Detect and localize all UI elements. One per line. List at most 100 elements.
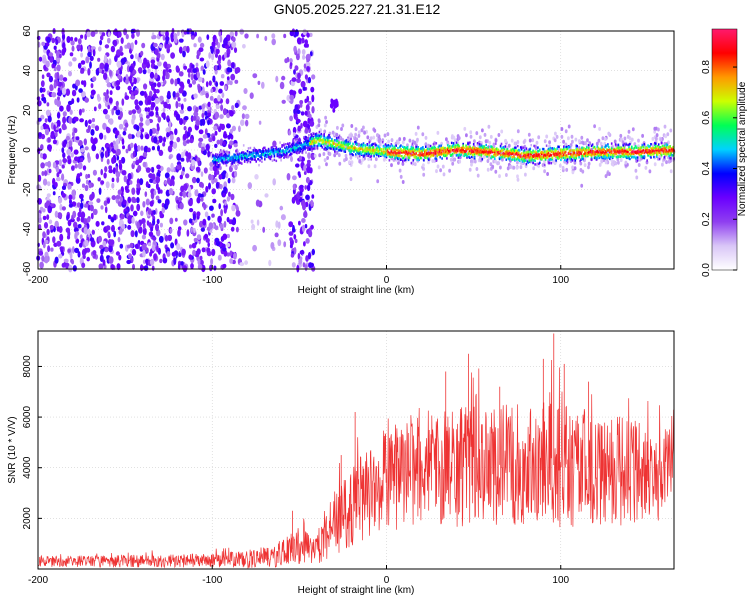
spectrogram-cell: [581, 150, 583, 153]
spectrogram-cell: [345, 141, 348, 144]
spectrogram-cell: [535, 156, 537, 159]
spectrogram-cell: [334, 150, 336, 153]
spectrogram-cell: [125, 74, 129, 80]
spectrogram-cell: [169, 228, 173, 234]
spectrogram-cell: [104, 166, 108, 173]
spectrogram-cell: [71, 259, 75, 265]
spectrogram-cell: [298, 141, 301, 145]
spectrogram-cell: [137, 144, 141, 152]
spectrogram-cell: [388, 159, 391, 162]
spectrogram-cell: [653, 155, 655, 159]
spectrogram-cell: [334, 143, 337, 146]
spectrogram-cell: [100, 180, 105, 185]
spectrogram-cell: [385, 154, 388, 157]
spectrogram-cell: [587, 165, 590, 170]
spectrogram-cell: [349, 155, 353, 160]
spectrogram-cell: [565, 159, 568, 162]
spectrogram-cell: [304, 224, 308, 229]
spectrogram-cell: [159, 258, 163, 264]
spectrogram-cell: [99, 62, 105, 70]
spectrogram-cell: [340, 149, 343, 152]
spectrogram-cell: [323, 136, 325, 140]
spectrogram-cell: [191, 30, 195, 36]
spectrogram-cell: [42, 231, 46, 239]
spectrogram-cell: [566, 154, 569, 158]
spectrogram-cell: [88, 119, 92, 124]
spectrogram-cell: [581, 157, 583, 160]
spectrogram-cell: [475, 131, 479, 136]
spectrogram-cell: [367, 148, 370, 151]
spectrogram-cell: [144, 107, 148, 112]
spectrogram-cell: [583, 154, 585, 158]
spectrogram-cell: [88, 201, 94, 206]
spectrogram-cell: [305, 104, 310, 112]
spectrogram-cell: [531, 155, 533, 158]
spectrogram-cell: [560, 152, 562, 155]
spectrogram-cell: [418, 150, 420, 153]
spectrogram-cell: [44, 128, 50, 136]
spectrogram-cell: [467, 146, 469, 149]
spectrogram-cell: [305, 53, 311, 60]
spectrogram-cell: [566, 158, 569, 161]
spectrogram-cell: [427, 160, 430, 165]
spectrogram-cell: [335, 132, 339, 137]
spectrogram-cell: [279, 141, 281, 144]
spectrogram-cell: [279, 81, 285, 90]
spectrogram-cell: [590, 153, 593, 157]
spectrogram-cell: [53, 124, 56, 132]
spectrogram-cell: [106, 89, 109, 96]
spectrogram-cell: [192, 249, 196, 256]
spectrogram-cell: [58, 253, 63, 259]
spectrogram-cell: [189, 244, 192, 249]
spectrogram-cell: [618, 147, 621, 150]
spectrogram-cell: [582, 158, 584, 161]
spectrogram-cell: [482, 151, 485, 154]
spectrogram-cell: [469, 130, 473, 135]
spectrogram-cell: [287, 147, 289, 151]
spectrogram-cell: [208, 173, 212, 181]
spectrogram-cell: [472, 146, 474, 149]
spectrogram-cell: [364, 147, 367, 150]
spectrogram-cell: [69, 52, 74, 57]
spectrogram-cell: [360, 147, 363, 150]
spectrogram-cell: [470, 159, 473, 164]
spectrogram-cell: [391, 147, 394, 150]
spectrogram-cell: [144, 92, 148, 99]
spectrogram-cell: [67, 155, 71, 160]
spectrogram-cell: [229, 128, 233, 134]
spectrogram-cell: [432, 143, 435, 146]
spectrogram-cell: [45, 60, 50, 68]
spectrogram-cell: [335, 139, 338, 143]
spectrogram-cell: [50, 247, 54, 252]
spectrogram-cell: [125, 78, 129, 85]
spectrogram-cell: [508, 158, 510, 161]
spectrogram-cell: [380, 149, 383, 153]
spectrogram-cell: [377, 146, 379, 150]
spectrogram-cell: [518, 156, 521, 160]
spectrogram-cell: [515, 146, 517, 149]
spectrogram-cell: [348, 146, 350, 149]
spectrogram-cell: [518, 158, 520, 161]
spectrogram-cell: [54, 131, 58, 138]
spectrogram-cell: [48, 146, 52, 152]
spectrogram-cell: [462, 144, 464, 147]
spectrogram-cell: [174, 128, 178, 136]
spectrogram-cell: [150, 226, 154, 232]
spectrogram-cell: [621, 149, 624, 152]
spectrogram-cell: [422, 149, 424, 152]
spectrogram-cell: [495, 152, 497, 155]
spectrogram-cell: [212, 198, 217, 204]
spectrogram-cell: [46, 214, 50, 221]
spectrogram-cell: [497, 161, 500, 166]
spectrogram-cell: [301, 150, 303, 153]
spectrogram-cell: [323, 123, 327, 128]
spectrogram-cell: [569, 149, 572, 152]
spectrogram-cell: [571, 165, 574, 170]
spectrogram-cell: [475, 149, 478, 152]
spectrogram-cell: [143, 57, 148, 65]
spectrogram-cell: [669, 169, 673, 174]
spectrogram-cell: [172, 91, 176, 98]
spectrogram-cell: [556, 152, 558, 155]
spectrogram-cell: [152, 93, 157, 99]
spectrogram-cell: [36, 35, 41, 41]
